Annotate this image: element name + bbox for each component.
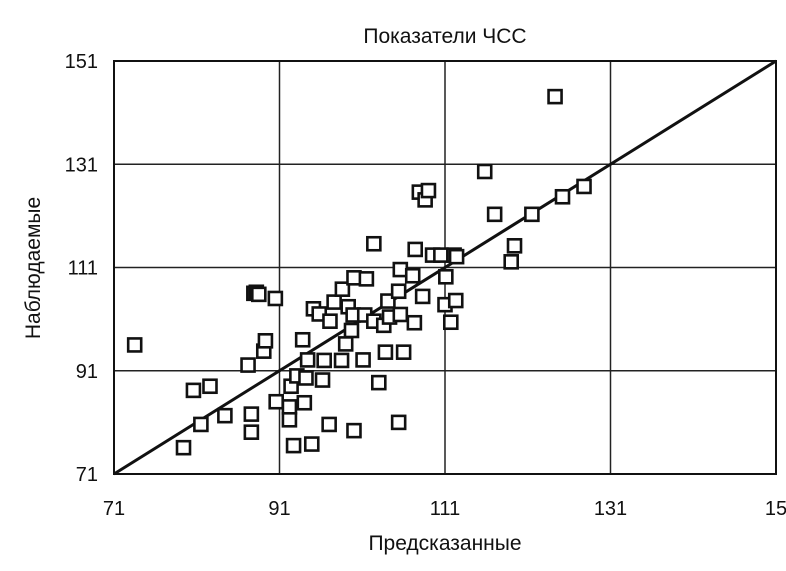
data-point (407, 241, 424, 258)
data-points (126, 88, 592, 456)
data-point (420, 182, 437, 199)
y-tick-labels: 71 91 111 131 151 (65, 51, 98, 486)
data-point (524, 206, 540, 223)
data-point (333, 352, 350, 369)
data-point (267, 290, 284, 307)
data-point (299, 352, 316, 368)
data-point (503, 254, 520, 270)
data-point (448, 248, 465, 265)
data-point (243, 424, 260, 440)
data-point (476, 163, 493, 180)
x-tick-label: 131 (594, 498, 627, 520)
data-point (390, 414, 407, 431)
data-point (322, 313, 338, 329)
data-point (392, 261, 409, 278)
data-point (358, 271, 375, 287)
data-point (243, 406, 260, 422)
x-tick-label: 91 (268, 498, 290, 520)
data-point (346, 270, 362, 286)
reference-line (113, 59, 777, 476)
data-point (202, 378, 218, 395)
data-point (392, 306, 409, 323)
plot-frame (113, 60, 777, 475)
data-point (366, 235, 382, 252)
data-point (506, 238, 523, 254)
y-tick-label: 71 (76, 464, 98, 486)
x-axis-label: Предсказанные (368, 532, 521, 555)
y-tick-label: 131 (65, 154, 98, 176)
data-point (447, 292, 464, 309)
data-point (303, 436, 320, 452)
data-point (486, 206, 503, 223)
data-point (316, 352, 332, 369)
data-point (126, 337, 143, 353)
data-point (334, 281, 351, 297)
data-point (576, 178, 592, 195)
data-point (285, 437, 302, 454)
data-point (406, 314, 423, 331)
data-point (296, 394, 313, 411)
data-point (343, 322, 360, 339)
data-point (251, 286, 267, 303)
x-tick-label: 15 (765, 498, 786, 520)
y-tick-label: 91 (76, 361, 98, 383)
y-tick-label: 151 (65, 51, 98, 73)
data-point (193, 416, 209, 433)
data-point (404, 267, 421, 284)
data-point (240, 357, 256, 373)
data-point (185, 382, 202, 399)
data-point (414, 288, 431, 305)
data-point (433, 247, 449, 263)
x-tick-labels: 71 91 111 131 15 (103, 498, 786, 520)
data-point (355, 352, 371, 368)
data-point (370, 374, 387, 391)
data-point (326, 294, 342, 310)
data-point (321, 416, 337, 433)
data-point (390, 283, 407, 300)
x-tick-label: 71 (103, 498, 125, 520)
chart-title: Показатели ЧСС (363, 25, 526, 48)
data-point (314, 372, 331, 388)
data-point (294, 331, 311, 348)
data-point (377, 344, 394, 360)
data-point (442, 314, 459, 331)
data-point (175, 439, 192, 456)
data-point (554, 188, 571, 205)
data-point (281, 411, 298, 428)
y-tick-label: 111 (68, 258, 98, 280)
data-point (547, 88, 563, 105)
data-point (438, 268, 454, 285)
data-point (346, 422, 362, 439)
data-point (281, 399, 298, 415)
data-point (257, 333, 274, 349)
data-point (395, 344, 412, 360)
data-point (268, 393, 284, 410)
data-point (337, 336, 354, 352)
data-point (298, 370, 314, 386)
x-tick-label: 111 (430, 498, 460, 520)
y-axis-label: Наблюдаемые (22, 197, 45, 339)
data-point (217, 407, 233, 424)
